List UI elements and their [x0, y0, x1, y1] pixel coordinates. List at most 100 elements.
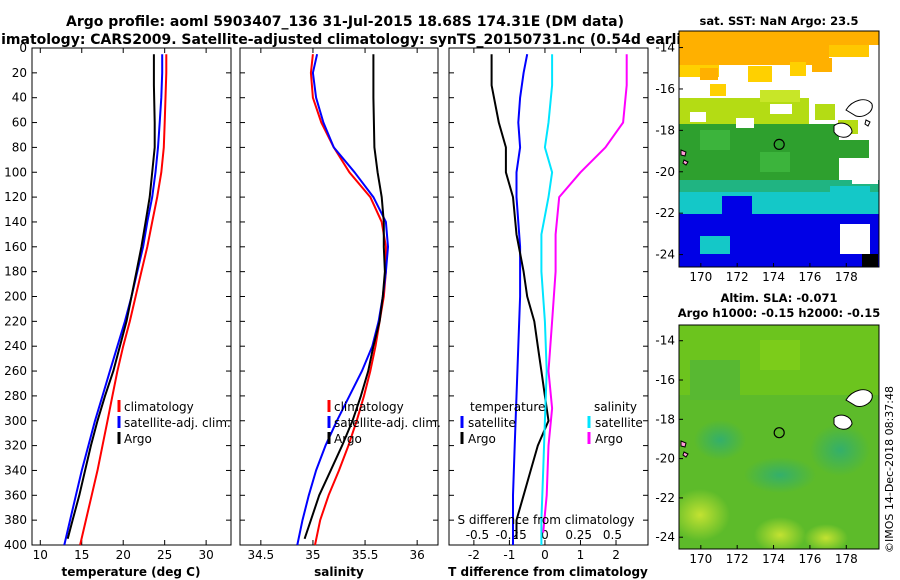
- salinity-xlabel: salinity: [314, 565, 364, 579]
- difference-panel: -2 -1 0 1 2 -0.5 -0.25 0 0.25 0.5 S difference f…: [448, 47, 649, 579]
- s-tick-label: 0: [541, 528, 549, 542]
- depth-tick-label: 280: [4, 389, 27, 403]
- depth-tick-label: 40: [12, 91, 27, 105]
- legend-satellite: satellite-adj. clim.: [124, 416, 231, 430]
- s-difference-label: S difference from climatology: [458, 513, 635, 527]
- sla-blob: [694, 420, 746, 460]
- t-difference-xlabel: T difference from climatology: [448, 565, 648, 579]
- depth-tick-label: 360: [4, 488, 27, 502]
- s-difference-ticks: -0.5 -0.25 0 0.25 0.5: [466, 528, 622, 542]
- x-tick-label: 2: [612, 548, 620, 562]
- sst-cell: [700, 130, 730, 150]
- sst-field: [679, 31, 879, 267]
- series-line-s-satellite: [540, 54, 554, 545]
- series-line-argo: [303, 54, 386, 540]
- legend-s-satellite: satellite: [595, 416, 643, 430]
- sla-blob: [744, 457, 816, 493]
- sla-field: [679, 325, 879, 549]
- temperature-panel: 0 20 40 60 80 100 120 140 160 180 200 220 240 260 280 3…: [4, 41, 232, 579]
- legend-satellite: satellite-adj. clim.: [334, 416, 441, 430]
- depth-ticks: 0 20 40 60 80 100 120 140 160 180 200 220 240 260 280 3…: [4, 41, 27, 552]
- depth-tick-label: 160: [4, 240, 27, 254]
- sst-cell: [760, 152, 790, 172]
- sst-gap: [852, 162, 878, 184]
- s-tick-label: 0.5: [603, 528, 622, 542]
- island-outline: [833, 414, 853, 430]
- sla-blob: [810, 424, 870, 476]
- legend-temperature-title: temperature: [470, 400, 545, 414]
- sst-cell: [679, 31, 879, 45]
- x-tick-label: 35: [305, 548, 320, 562]
- sst-cell: [839, 140, 869, 158]
- legend-argo: Argo: [334, 432, 362, 446]
- sst-cell: [815, 104, 835, 120]
- title-line-1: Argo profile: aoml 5903407_136 31-Jul-20…: [66, 14, 624, 30]
- sla-map-panel: Altim. SLA: -0.071 Argo h1000: -0.15 h20…: [655, 291, 880, 566]
- sst-map-panel: sat. SST: NaN Argo: 23.5: [655, 14, 880, 284]
- difference-lines: [490, 54, 628, 545]
- sla-blob: [754, 517, 806, 549]
- sst-gap: [690, 112, 706, 122]
- depth-tick-label: 100: [4, 165, 27, 179]
- credit-text: ©IMOS 14-Dec-2018 08:37:48: [883, 386, 896, 553]
- salinity-legend: climatology satellite-adj. clim. Argo: [327, 400, 441, 446]
- x-tick-label: 30: [198, 548, 213, 562]
- sla-blob: [679, 489, 730, 541]
- depth-tick-label: 60: [12, 116, 27, 130]
- depth-tick-label: 80: [12, 140, 27, 154]
- sst-cell: [710, 84, 726, 96]
- depth-tick-label: 20: [12, 66, 27, 80]
- lon-tick-label: 178: [835, 270, 858, 284]
- legend-t-argo: Argo: [468, 432, 496, 446]
- legend-argo: Argo: [124, 432, 152, 446]
- sst-map-title: sat. SST: NaN Argo: 23.5: [699, 14, 858, 28]
- lat-tick-label: -24: [655, 530, 675, 544]
- series-line-t-argo: [490, 54, 550, 539]
- salinity-panel: 34.5 35 35.5 36 salinity climatology satell…: [239, 47, 441, 579]
- temperature-ticks: 10 15 20 25 30: [32, 47, 231, 562]
- t-difference-ticks: -2 -1 0 1 2: [449, 47, 648, 562]
- lon-tick-label: 174: [762, 270, 785, 284]
- sst-cell: [748, 66, 772, 82]
- sst-cell: [700, 68, 718, 80]
- sst-cell: [679, 45, 829, 65]
- lon-tick-label: 178: [835, 552, 858, 566]
- legend-salinity-title: salinity: [594, 400, 637, 414]
- depth-tick-label: 400: [4, 538, 27, 552]
- x-tick-label: 1: [577, 548, 585, 562]
- island-outline: [682, 451, 689, 458]
- legend-climatology: climatology: [334, 400, 404, 414]
- series-line-climatology: [79, 54, 168, 546]
- sst-cell: [830, 186, 870, 196]
- lat-tick-label: -14: [655, 334, 675, 348]
- sla-blob: [804, 524, 848, 549]
- island-outline: [845, 389, 873, 407]
- sst-cell: [862, 254, 878, 267]
- sla-lon-ticks: 170 172 174 176 178: [689, 545, 858, 566]
- x-tick-label: 35.5: [352, 548, 379, 562]
- sst-cell: [700, 236, 730, 254]
- island-outline: [680, 149, 687, 157]
- sst-cell: [790, 62, 806, 76]
- x-tick-label: 34.5: [247, 548, 274, 562]
- sst-gap: [818, 78, 850, 96]
- argo-position-marker: [773, 427, 785, 439]
- title-line-2: Climatology: CARS2009. Satellite-adjuste…: [0, 32, 704, 48]
- lon-tick-label: 172: [726, 552, 749, 566]
- temperature-lines: [63, 54, 168, 546]
- lat-tick-label: -22: [655, 491, 675, 505]
- depth-tick-label: 200: [4, 290, 27, 304]
- island-outline: [864, 119, 871, 127]
- difference-legend: temperature satellite Argo salinity sate…: [460, 400, 643, 446]
- lat-tick-label: -20: [655, 165, 675, 179]
- depth-tick-label: 380: [4, 513, 27, 527]
- depth-tick-label: 220: [4, 314, 27, 328]
- lon-tick-label: 174: [762, 552, 785, 566]
- sst-lon-ticks: 170 172 174 176 178: [689, 263, 858, 284]
- argo-position-marker: [773, 138, 785, 150]
- lat-tick-label: -22: [655, 206, 675, 220]
- salinity-axes: [239, 47, 439, 546]
- sla-cell: [690, 360, 740, 400]
- lat-tick-label: -20: [655, 452, 675, 466]
